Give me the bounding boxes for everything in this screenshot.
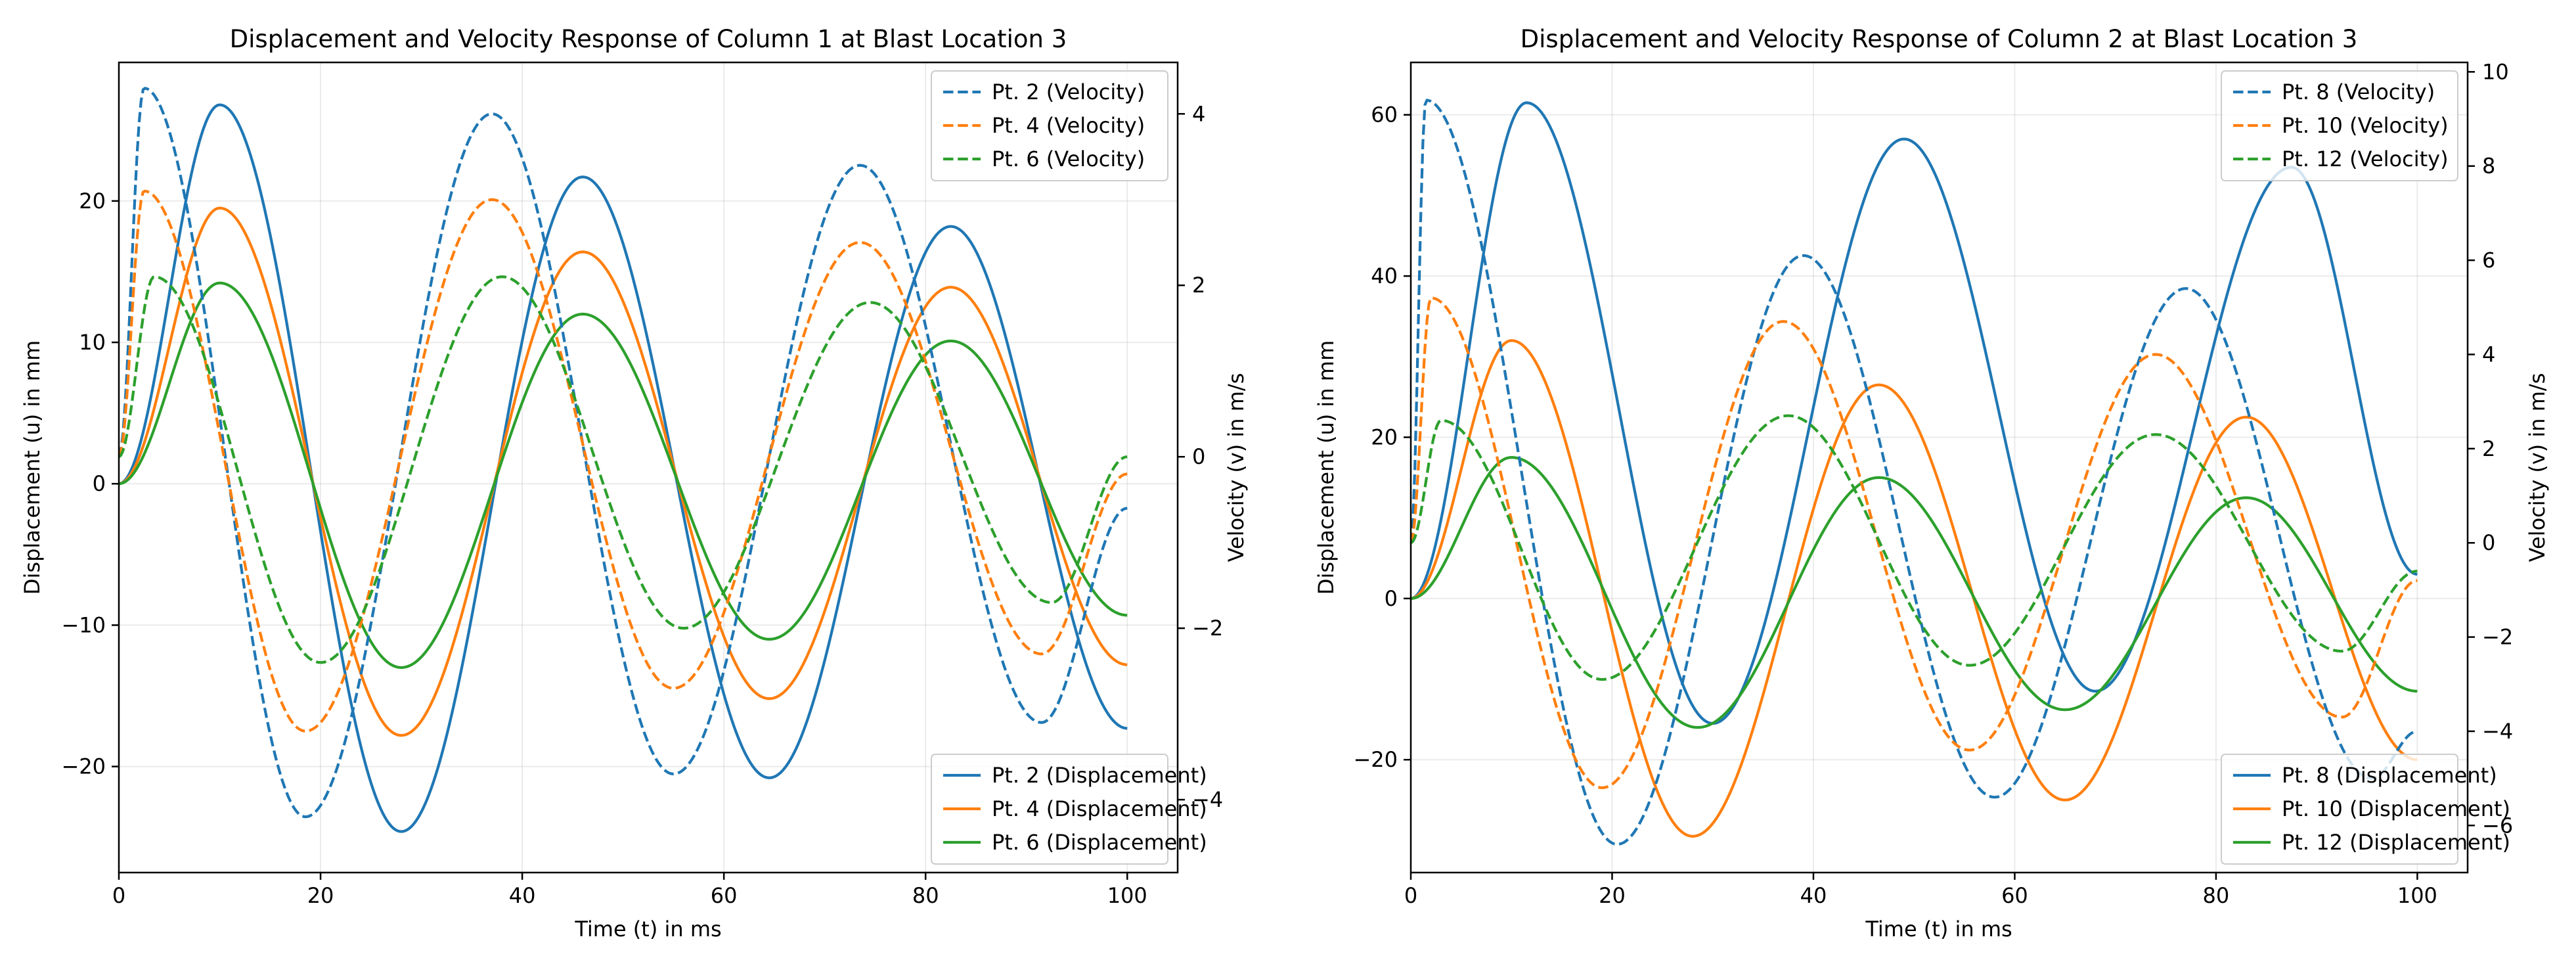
y2-tick-label: 4 xyxy=(1192,101,1205,126)
y2-tick-label: 4 xyxy=(2482,342,2495,367)
y2-axis-label: Velocity (v) in m/s xyxy=(2525,373,2550,562)
x-tick-label: 0 xyxy=(112,883,125,908)
y-tick-label: −20 xyxy=(61,754,106,779)
y-tick-label: 20 xyxy=(1371,424,1398,449)
y-axis-label: Displacement (u) in mm xyxy=(1314,340,1339,595)
y2-tick-label: 0 xyxy=(2482,530,2495,555)
y-tick-label: 0 xyxy=(1385,586,1398,611)
y2-tick-label: 0 xyxy=(1192,444,1205,469)
axes-frame xyxy=(1410,61,2469,874)
series-line-pt-6-displacement xyxy=(119,281,1128,670)
y2-tick-label: −6 xyxy=(2482,813,2513,838)
legend-displacement xyxy=(2221,754,2458,865)
axes-frame xyxy=(118,61,1179,874)
y-axis-label: Displacement (u) in mm xyxy=(20,340,45,595)
x-tick-label: 20 xyxy=(307,883,334,908)
x-tick-label: 20 xyxy=(1599,883,1626,908)
x-tick-label: 80 xyxy=(912,883,939,908)
y-tick-label: −10 xyxy=(61,612,106,637)
legend-label: Pt. 10 (Velocity) xyxy=(2282,113,2449,138)
legend-label: Pt. 2 (Displacement) xyxy=(992,763,1207,788)
x-tick-label: 100 xyxy=(1107,883,1147,908)
x-axis-label: Time (t) in ms xyxy=(1865,917,2012,942)
y2-tick-label: 2 xyxy=(2482,436,2495,461)
x-tick-label: 100 xyxy=(2397,883,2437,908)
y-tick-label: 60 xyxy=(1371,102,1398,127)
legend-label: Pt. 12 (Velocity) xyxy=(2282,147,2449,171)
legend-label: Pt. 10 (Displacement) xyxy=(2282,796,2510,821)
series-line-pt-8-displacement xyxy=(1411,101,2418,725)
chart-panel-column-1: 0 20 40 60 80 100−20−1001020−4−2024Displaceme… xyxy=(20,25,1249,942)
y2-tick-label: −2 xyxy=(1192,616,1223,641)
series-lines xyxy=(119,87,1128,833)
series-line-pt-12-velocity xyxy=(1411,414,2418,681)
y-tick-label: −20 xyxy=(1353,747,1398,772)
series-line-pt-2-displacement xyxy=(119,103,1128,833)
legend-label: Pt. 8 (Displacement) xyxy=(2282,763,2497,788)
chart-title: Displacement and Velocity Response of Co… xyxy=(230,25,1067,53)
legend-label: Pt. 4 (Displacement) xyxy=(992,796,1207,821)
chart-title: Displacement and Velocity Response of Co… xyxy=(1521,25,2358,53)
legend-label: Pt. 6 (Displacement) xyxy=(992,830,1207,855)
y2-tick-label: −2 xyxy=(2482,625,2513,650)
series-line-pt-2-velocity xyxy=(119,87,1128,819)
legend-velocity xyxy=(2221,70,2458,181)
x-tick-label: 40 xyxy=(509,883,536,908)
legend-label: Pt. 12 (Displacement) xyxy=(2282,830,2510,855)
series-line-pt-4-velocity xyxy=(119,189,1128,733)
series-line-pt-4-displacement xyxy=(119,206,1128,737)
legend-label: Pt. 4 (Velocity) xyxy=(992,113,1145,138)
series-lines xyxy=(1411,99,2418,846)
y2-tick-label: 8 xyxy=(2482,154,2495,179)
y2-tick-label: −4 xyxy=(1192,787,1223,812)
legend-label: Pt. 6 (Velocity) xyxy=(992,147,1145,171)
legend-displacement xyxy=(931,754,1168,865)
series-line-pt-10-displacement xyxy=(1411,339,2418,838)
series-line-pt-6-velocity xyxy=(119,275,1128,664)
y2-tick-label: 6 xyxy=(2482,248,2495,273)
x-tick-label: 0 xyxy=(1404,883,1417,908)
series-line-pt-8-velocity xyxy=(1411,99,2418,846)
x-tick-label: 80 xyxy=(2203,883,2230,908)
y2-tick-label: −4 xyxy=(2482,719,2513,744)
legend-label: Pt. 2 (Velocity) xyxy=(992,80,1145,104)
y-tick-label: 0 xyxy=(93,471,106,496)
x-tick-label: 60 xyxy=(2001,883,2028,908)
series-line-pt-12-displacement xyxy=(1411,456,2418,729)
y-tick-label: 40 xyxy=(1371,263,1398,288)
y-tick-label: 10 xyxy=(79,330,106,355)
legend-label: Pt. 8 (Velocity) xyxy=(2282,80,2435,104)
y2-tick-label: 10 xyxy=(2482,59,2509,84)
y2-axis-label: Velocity (v) in m/s xyxy=(1224,373,1249,562)
x-tick-label: 60 xyxy=(711,883,738,908)
y2-tick-label: 2 xyxy=(1192,273,1205,298)
y-tick-label: 20 xyxy=(79,189,106,214)
x-tick-label: 40 xyxy=(1800,883,1827,908)
legend-velocity xyxy=(931,70,1168,181)
x-axis-label: Time (t) in ms xyxy=(574,917,721,942)
chart-panel-column-2: 0 20 40 60 80 100−200204060−6−4−20246810Displ… xyxy=(1314,25,2550,942)
series-line-pt-10-velocity xyxy=(1411,296,2418,790)
